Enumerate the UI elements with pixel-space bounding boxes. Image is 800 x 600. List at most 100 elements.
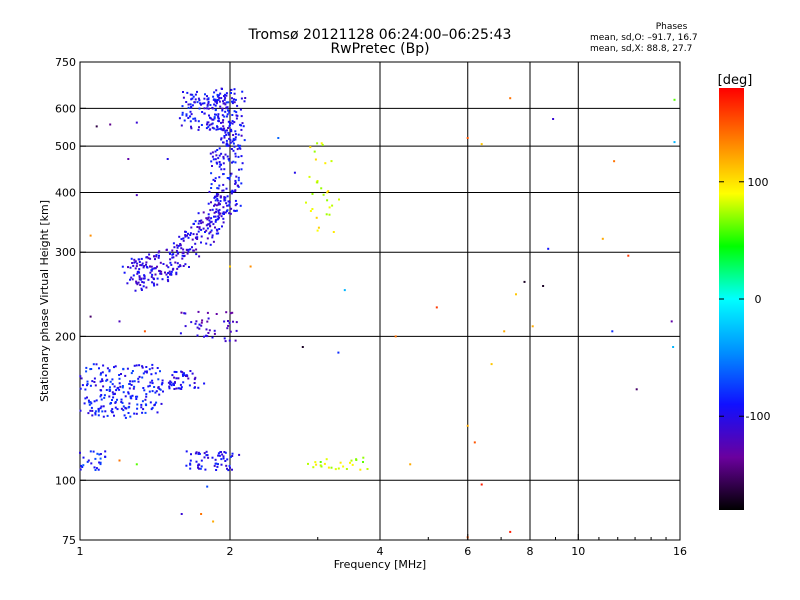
data-point	[293, 171, 296, 174]
data-point	[198, 227, 201, 230]
data-point	[234, 98, 237, 101]
data-point	[224, 93, 226, 96]
data-point	[222, 125, 225, 128]
data-point	[227, 133, 230, 136]
data-point	[210, 229, 213, 232]
data-point	[231, 161, 233, 164]
data-point	[316, 180, 319, 182]
data-point	[206, 237, 209, 240]
data-point	[111, 378, 114, 381]
data-point	[192, 95, 195, 98]
data-point	[82, 464, 85, 467]
data-point	[209, 104, 212, 106]
data-point	[215, 154, 218, 157]
colorbar-tick-label: -100	[746, 410, 771, 423]
data-point	[613, 160, 616, 163]
data-point	[149, 265, 151, 268]
data-point	[137, 380, 140, 383]
data-point	[145, 261, 148, 264]
data-point	[200, 219, 203, 222]
data-point	[218, 213, 221, 216]
data-point	[153, 284, 156, 287]
data-point	[139, 284, 142, 286]
data-point	[164, 271, 166, 274]
data-point	[523, 280, 526, 283]
data-point	[108, 369, 111, 372]
data-point	[174, 381, 176, 384]
data-point	[214, 215, 217, 218]
data-point	[232, 149, 235, 152]
data-point	[208, 232, 211, 235]
data-point	[86, 384, 88, 387]
data-point	[204, 231, 206, 233]
data-point	[137, 258, 140, 261]
data-point	[171, 374, 174, 377]
data-point	[102, 385, 105, 388]
data-point	[231, 100, 234, 103]
data-point	[189, 370, 192, 372]
data-point	[323, 462, 326, 465]
data-point	[509, 530, 512, 533]
data-point	[126, 282, 129, 285]
data-point	[184, 312, 187, 315]
data-point	[129, 395, 132, 398]
data-point	[231, 311, 234, 314]
data-point	[235, 175, 238, 178]
data-point	[167, 280, 170, 283]
data-point	[189, 232, 192, 235]
data-point	[202, 227, 205, 230]
x-tick-label: 10	[571, 545, 585, 558]
data-point	[217, 202, 220, 205]
data-point	[205, 229, 208, 232]
data-point	[242, 125, 245, 128]
data-point	[140, 278, 143, 281]
data-point	[127, 158, 130, 160]
data-point	[166, 278, 169, 281]
data-point	[217, 94, 220, 97]
data-point	[196, 326, 199, 329]
data-point	[227, 101, 230, 104]
data-point	[196, 236, 199, 239]
data-point	[218, 228, 221, 230]
data-point	[143, 274, 146, 277]
data-point	[187, 248, 190, 251]
data-point	[211, 236, 214, 239]
data-point	[177, 377, 180, 380]
data-point	[144, 411, 147, 414]
data-point	[86, 383, 89, 385]
data-point	[152, 277, 155, 280]
data-point	[198, 255, 201, 258]
data-point	[216, 199, 219, 202]
data-point	[140, 264, 143, 267]
data-point	[94, 384, 97, 387]
data-point	[95, 467, 98, 470]
data-point	[234, 130, 237, 133]
data-point	[314, 461, 317, 464]
data-point	[205, 242, 208, 245]
data-point	[222, 457, 225, 460]
data-point	[144, 403, 147, 406]
data-point	[213, 204, 215, 207]
data-point	[213, 91, 216, 94]
data-point	[133, 261, 136, 264]
data-point	[189, 103, 192, 106]
data-point	[214, 104, 217, 107]
data-point	[189, 248, 192, 251]
data-point	[179, 332, 182, 335]
data-point	[169, 273, 171, 276]
y-tick-label: 600	[55, 102, 76, 115]
data-point	[183, 374, 186, 377]
data-point	[221, 114, 224, 117]
data-point	[211, 165, 213, 167]
data-point	[184, 235, 187, 238]
data-point	[185, 113, 188, 116]
colorbar-label: [deg]	[718, 73, 753, 88]
data-point	[128, 382, 131, 385]
data-point	[103, 394, 106, 397]
data-point	[197, 386, 200, 389]
data-point	[205, 217, 208, 220]
data-point	[222, 129, 225, 132]
data-point	[100, 389, 103, 392]
data-point	[127, 412, 130, 414]
data-point	[171, 268, 174, 271]
